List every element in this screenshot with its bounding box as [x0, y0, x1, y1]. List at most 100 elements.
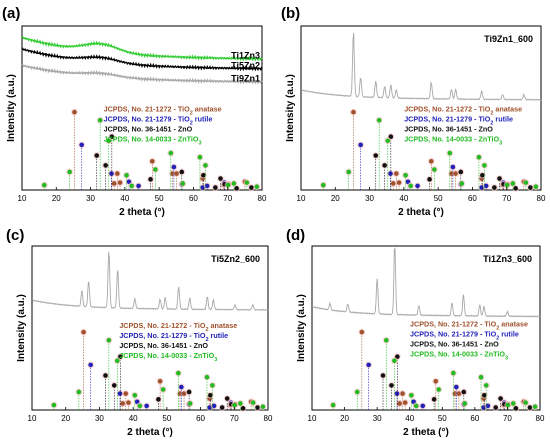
- x-tick-label: 20: [61, 414, 70, 423]
- stick-marker-zntio3: [354, 389, 360, 395]
- stick-marker-zntio3: [476, 154, 482, 160]
- stick-marker-zntio3: [137, 403, 143, 409]
- stick-marker-zno: [201, 172, 206, 178]
- stick-marker-zno: [492, 185, 497, 190]
- panel-label: (c): [6, 227, 24, 244]
- stick-marker-rutile: [358, 142, 363, 148]
- stick-marker-zntio3: [346, 169, 351, 175]
- stick-marker-anatase: [351, 109, 356, 115]
- x-tick-label: 10: [28, 414, 37, 423]
- stick-marker-anatase: [149, 159, 155, 164]
- stick-marker-anatase: [157, 379, 163, 384]
- stick-marker-zntio3: [447, 150, 453, 156]
- series-line-pattern: [300, 32, 542, 101]
- stick-marker-zntio3: [180, 181, 186, 186]
- stick-marker-zntio3: [210, 383, 215, 388]
- legend-entry-rutile: JCPDS, No. 21-1279 - TiO2 rutile: [410, 329, 519, 341]
- stick-marker-anatase: [72, 109, 77, 115]
- stick-marker-rutile: [420, 403, 426, 409]
- plot-frame: [21, 25, 263, 191]
- stick-marker-zntio3: [483, 383, 489, 388]
- stick-marker-zno: [498, 396, 503, 401]
- x-tick-label: 40: [405, 414, 414, 423]
- panel-label: (d): [286, 227, 305, 244]
- stick-marker-zno: [497, 176, 502, 181]
- stick-marker-rutile: [117, 391, 123, 396]
- panel-3: (c) Ti5Zn2_600 JCPDS, No. 21-1272 - TiO2 a…: [6, 227, 273, 438]
- x-tick-label: 20: [52, 194, 61, 203]
- stick-marker-zno: [249, 185, 254, 190]
- stick-marker-zno: [240, 406, 246, 411]
- stick-marker-zntio3: [392, 358, 397, 364]
- stick-marker-rutile: [179, 384, 184, 390]
- stick-marker-zno: [213, 185, 218, 190]
- stick-marker-rutile: [388, 171, 393, 176]
- stick-marker-rutile: [453, 384, 459, 390]
- x-tick-label: 40: [129, 414, 138, 423]
- stick-marker-zno: [493, 405, 499, 410]
- stick-marker-zno: [179, 169, 185, 175]
- legend-entry-zno: JCPDS, No. 36-1451 - ZnO: [119, 341, 208, 350]
- stick-marker-zno: [458, 169, 464, 175]
- stick-marker-zntio3: [383, 338, 389, 343]
- stick-marker-zntio3: [106, 338, 112, 343]
- legend-entry-anatase: JCPDS, No. 21-1272 - TiO2 anatase: [404, 104, 522, 116]
- stick-marker-zno: [103, 163, 108, 168]
- stick-marker-zntio3: [523, 400, 528, 405]
- stick-marker-zntio3: [403, 172, 408, 178]
- stick-marker-rutile: [394, 391, 400, 396]
- stick-marker-zno: [461, 389, 467, 395]
- x-tick-label: 30: [95, 414, 104, 423]
- stick-marker-rutile: [204, 183, 210, 189]
- panel-title: Ti5Zn2_600: [211, 254, 260, 264]
- plot-frame: [31, 245, 269, 411]
- legend-entry-zntio3: JCPDS, No. 14-0033 - ZnTiO3: [104, 134, 202, 146]
- stick-marker-zntio3: [523, 180, 529, 185]
- x-axis-label: 2 theta (°): [127, 427, 173, 438]
- reference-legend: JCPDS, No. 21-1272 - TiO2 anataseJCPDS, …: [104, 104, 222, 146]
- x-tick-label: 30: [86, 194, 95, 203]
- stick-marker-zntio3: [504, 182, 510, 188]
- stick-marker-zntio3: [197, 154, 203, 160]
- stick-marker-zntio3: [232, 402, 237, 408]
- stick-marker-rutile: [483, 183, 489, 189]
- legend-entry-zno: JCPDS, No. 36-1451 - ZnO: [410, 339, 499, 348]
- stick-marker-rutile: [366, 362, 371, 368]
- stick-marker-zno: [218, 176, 223, 181]
- stick-marker-zntio3: [320, 182, 326, 188]
- stick-marker-zno: [118, 354, 123, 360]
- stick-marker-anatase: [181, 391, 187, 396]
- x-tick-label: 60: [196, 414, 205, 423]
- stick-marker-zno: [255, 405, 260, 410]
- stick-marker-zntio3: [124, 172, 129, 178]
- stick-marker-zno: [513, 186, 518, 191]
- y-axis-label: Intensity (a.u.): [16, 294, 27, 362]
- x-tick-label: 60: [470, 414, 479, 423]
- x-tick-label: 70: [503, 414, 512, 423]
- stick-marker-anatase: [115, 171, 120, 176]
- x-tick-label: 30: [365, 194, 374, 203]
- stick-marker-rutile: [485, 403, 491, 409]
- legend-entry-rutile: JCPDS, No. 21-1279 - TiO2 rutile: [404, 114, 513, 126]
- legend-entry-zntio3: JCPDS, No. 14-0033 - ZnTiO3: [119, 351, 217, 363]
- x-tick-label: 50: [438, 414, 447, 423]
- stick-marker-rutile: [171, 164, 177, 170]
- stick-marker-zntio3: [254, 184, 260, 190]
- stick-marker-zntio3: [260, 404, 266, 410]
- stick-marker-zntio3: [203, 163, 208, 168]
- stick-marker-zntio3: [76, 389, 82, 395]
- plot-frame: [300, 25, 542, 191]
- stick-marker-zntio3: [41, 182, 47, 188]
- x-tick-label: 30: [373, 414, 382, 423]
- stick-marker-anatase: [123, 391, 129, 396]
- stick-marker-zno: [527, 405, 533, 410]
- stick-marker-zno: [513, 406, 519, 411]
- reference-sticks: [319, 108, 540, 192]
- stick-marker-anatase: [428, 159, 434, 164]
- stick-marker-zno: [528, 185, 533, 190]
- stick-marker-rutile: [211, 403, 217, 409]
- stick-marker-zntio3: [385, 138, 391, 144]
- stick-marker-rutile: [450, 164, 456, 170]
